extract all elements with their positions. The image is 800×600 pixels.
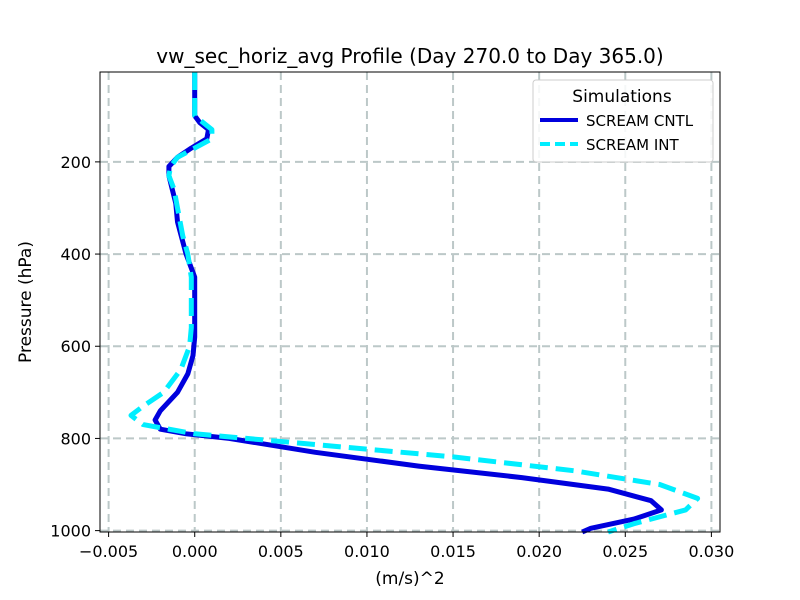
x-tick-label: 0.020 — [516, 542, 562, 561]
x-axis-label: (m/s)^2 — [375, 569, 444, 589]
legend-title: Simulations — [572, 87, 672, 107]
y-axis-label: Pressure (hPa) — [16, 241, 36, 363]
series-layer — [128, 72, 701, 535]
legend-box — [532, 79, 714, 163]
legend-label-cntl: SCREAM CNTL — [586, 112, 694, 130]
y-tick-label: 400 — [60, 245, 91, 264]
series-line-cntl — [152, 72, 664, 535]
chart-title: vw_sec_horiz_avg Profile (Day 270.0 to D… — [156, 44, 663, 68]
x-tick-label: 0.000 — [172, 542, 218, 561]
x-tick-label: 0.010 — [344, 542, 390, 561]
x-tick-label: −0.005 — [79, 542, 138, 561]
y-tick-label: 1000 — [50, 522, 91, 541]
x-tick-label: 0.015 — [430, 542, 476, 561]
tick-layer: −0.005 0.000 0.005 0.010 0.015 0.020 0.025 0.03… — [50, 153, 734, 561]
x-tick-label: 0.005 — [258, 542, 304, 561]
legend-label-int: SCREAM INT — [586, 136, 680, 154]
legend: Simulations SCREAM CNTL SCREAM INT — [532, 79, 714, 163]
x-tick-label: 0.025 — [602, 542, 648, 561]
plot-frame — [99, 71, 721, 533]
x-tick-label: 0.030 — [688, 542, 734, 561]
y-tick-label: 800 — [60, 429, 91, 448]
y-tick-label: 600 — [60, 337, 91, 356]
y-tick-label: 200 — [60, 153, 91, 172]
series-line-int — [128, 72, 701, 535]
